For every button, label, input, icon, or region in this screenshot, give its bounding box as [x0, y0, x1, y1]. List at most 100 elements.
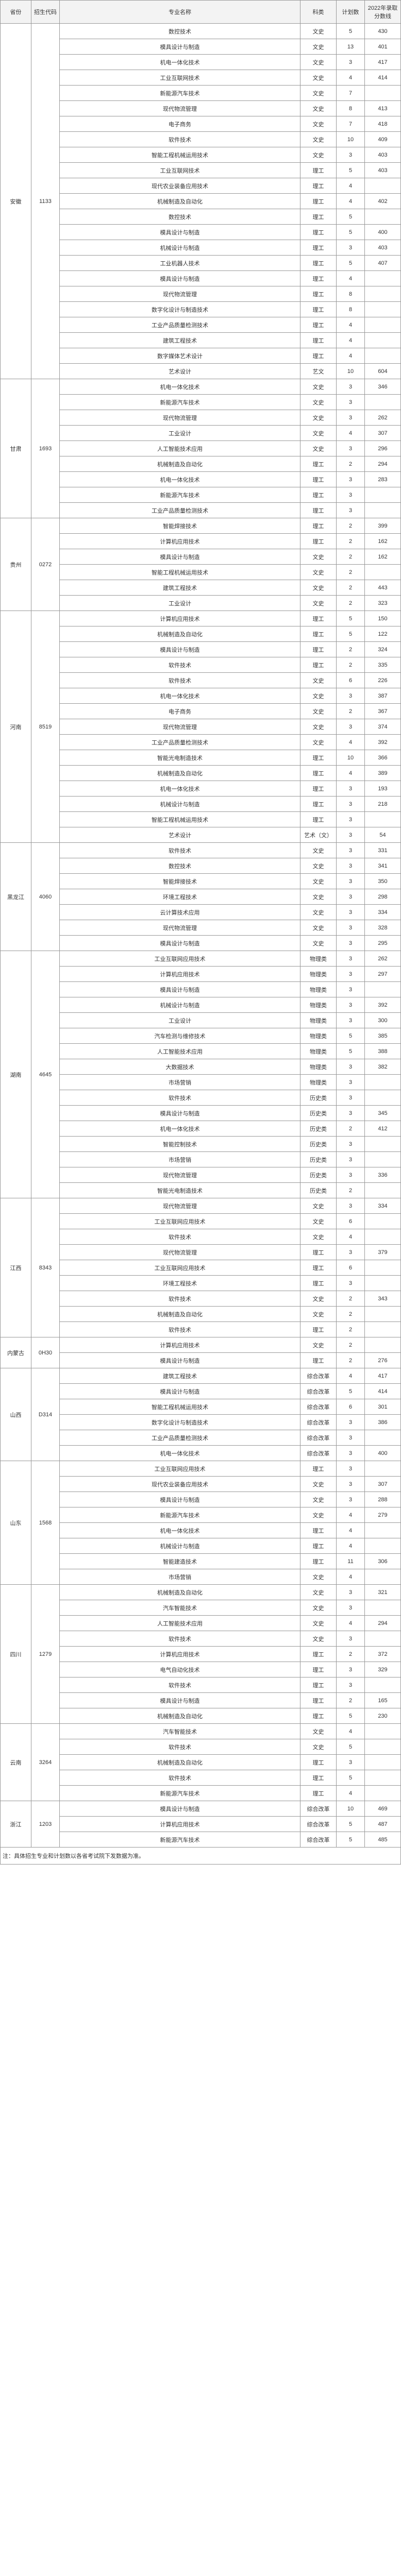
- cell-major: 工业产品质量检测技术: [60, 735, 300, 750]
- cell-score: [365, 1677, 401, 1693]
- cell-major: 工业设计: [60, 426, 300, 441]
- cell-plan: 2: [337, 534, 365, 549]
- cell-major: 新能源汽车技术: [60, 1507, 300, 1523]
- cell-major: 工业产品质量检测技术: [60, 1430, 300, 1446]
- cell-plan: 2: [337, 1121, 365, 1137]
- cell-score: 387: [365, 688, 401, 704]
- cell-subject: 理工: [300, 317, 337, 333]
- cell-score: 331: [365, 843, 401, 858]
- cell-code: D314: [31, 1368, 60, 1461]
- cell-major: 模具设计与制造: [60, 1353, 300, 1368]
- cell-plan: 4: [337, 178, 365, 194]
- cell-score: 400: [365, 1446, 401, 1461]
- table-row: 模具设计与制造理工2165: [1, 1693, 401, 1708]
- cell-major: 工业互联网应用技术: [60, 1260, 300, 1276]
- cell-province: 浙江: [1, 1801, 31, 1848]
- cell-major: 机械制造及自动化: [60, 1307, 300, 1322]
- cell-score: [365, 1600, 401, 1616]
- cell-score: 443: [365, 580, 401, 596]
- header-row: 省份 招生代码 专业名称 科类 计划数 2022年录取分数线: [1, 1, 401, 24]
- cell-subject: 理工: [300, 1662, 337, 1677]
- cell-province: 湖南: [1, 951, 31, 1198]
- hdr-score: 2022年录取分数线: [365, 1, 401, 24]
- table-row: 云计算技术应用文史3334: [1, 905, 401, 920]
- cell-subject: 文史: [300, 688, 337, 704]
- cell-major: 工业互联网技术: [60, 163, 300, 178]
- cell-score: 385: [365, 1028, 401, 1044]
- cell-subject: 理工: [300, 503, 337, 518]
- cell-major: 工业设计: [60, 1013, 300, 1028]
- cell-score: [365, 1786, 401, 1801]
- cell-major: 电气自动化技术: [60, 1662, 300, 1677]
- cell-province: 四川: [1, 1585, 31, 1724]
- cell-plan: 2: [337, 1337, 365, 1353]
- cell-subject: 艺术（文）: [300, 827, 337, 843]
- cell-plan: 4: [337, 1569, 365, 1585]
- cell-plan: 3: [337, 843, 365, 858]
- cell-score: 414: [365, 70, 401, 86]
- hdr-subject: 科类: [300, 1, 337, 24]
- cell-major: 机电一体化技术: [60, 1446, 300, 1461]
- cell-major: 计算机应用技术: [60, 1817, 300, 1832]
- table-row: 机电一体化技术历史类2412: [1, 1121, 401, 1137]
- cell-subject: 理工: [300, 1755, 337, 1770]
- cell-major: 智能工程机械运用技术: [60, 812, 300, 827]
- cell-major: 机械设计与制造: [60, 997, 300, 1013]
- cell-subject: 综合改革: [300, 1446, 337, 1461]
- cell-score: 150: [365, 611, 401, 626]
- cell-score: [365, 271, 401, 286]
- cell-major: 模具设计与制造: [60, 225, 300, 240]
- cell-major: 工业互联网技术: [60, 70, 300, 86]
- table-row: 机电一体化技术综合改革3400: [1, 1446, 401, 1461]
- cell-major: 环境工程技术: [60, 1276, 300, 1291]
- cell-code: 4645: [31, 951, 60, 1198]
- cell-score: 382: [365, 1059, 401, 1075]
- cell-subject: 理工: [300, 796, 337, 812]
- cell-subject: 理工: [300, 1523, 337, 1538]
- cell-major: 机械设计与制造: [60, 796, 300, 812]
- cell-plan: 3: [337, 1600, 365, 1616]
- table-row: 现代物流管理文史3328: [1, 920, 401, 936]
- table-row: 工业互联网技术理工5403: [1, 163, 401, 178]
- cell-plan: 2: [337, 518, 365, 534]
- cell-subject: 理工: [300, 1693, 337, 1708]
- cell-plan: 2: [337, 1183, 365, 1198]
- cell-subject: 理工: [300, 642, 337, 657]
- table-row: 软件技术理工2335: [1, 657, 401, 673]
- cell-score: 298: [365, 889, 401, 905]
- cell-subject: 理工: [300, 1461, 337, 1477]
- cell-major: 现代农业装备应用技术: [60, 178, 300, 194]
- cell-code: 0H30: [31, 1337, 60, 1368]
- cell-score: 469: [365, 1801, 401, 1817]
- cell-plan: 4: [337, 333, 365, 348]
- table-row: 智能建造技术理工11306: [1, 1554, 401, 1569]
- cell-major: 数控技术: [60, 209, 300, 225]
- table-row: 软件技术文史5: [1, 1739, 401, 1755]
- cell-major: 现代物流管理: [60, 410, 300, 426]
- cell-score: 341: [365, 858, 401, 874]
- table-row: 工业产品质量检测技术文史4392: [1, 735, 401, 750]
- cell-plan: 3: [337, 1198, 365, 1214]
- cell-plan: 3: [337, 858, 365, 874]
- cell-plan: 2: [337, 642, 365, 657]
- cell-province: 贵州: [1, 518, 31, 611]
- table-row: 现代物流管理理工3379: [1, 1245, 401, 1260]
- hdr-major: 专业名称: [60, 1, 300, 24]
- cell-subject: 文史: [300, 132, 337, 147]
- cell-major: 智能焊接技术: [60, 874, 300, 889]
- cell-code: 1279: [31, 1585, 60, 1724]
- table-row: 大数据技术物理类3382: [1, 1059, 401, 1075]
- cell-major: 模具设计与制造: [60, 936, 300, 951]
- cell-subject: 文史: [300, 1492, 337, 1507]
- cell-score: [365, 1322, 401, 1337]
- cell-score: [365, 982, 401, 997]
- cell-major: 新能源汽车技术: [60, 487, 300, 503]
- cell-subject: 历史类: [300, 1090, 337, 1106]
- table-row: 机械制造及自动化理工2294: [1, 456, 401, 472]
- cell-subject: 文史: [300, 704, 337, 719]
- cell-score: [365, 1260, 401, 1276]
- cell-score: 413: [365, 101, 401, 116]
- cell-subject: 文史: [300, 858, 337, 874]
- cell-score: 226: [365, 673, 401, 688]
- cell-code: 8519: [31, 611, 60, 843]
